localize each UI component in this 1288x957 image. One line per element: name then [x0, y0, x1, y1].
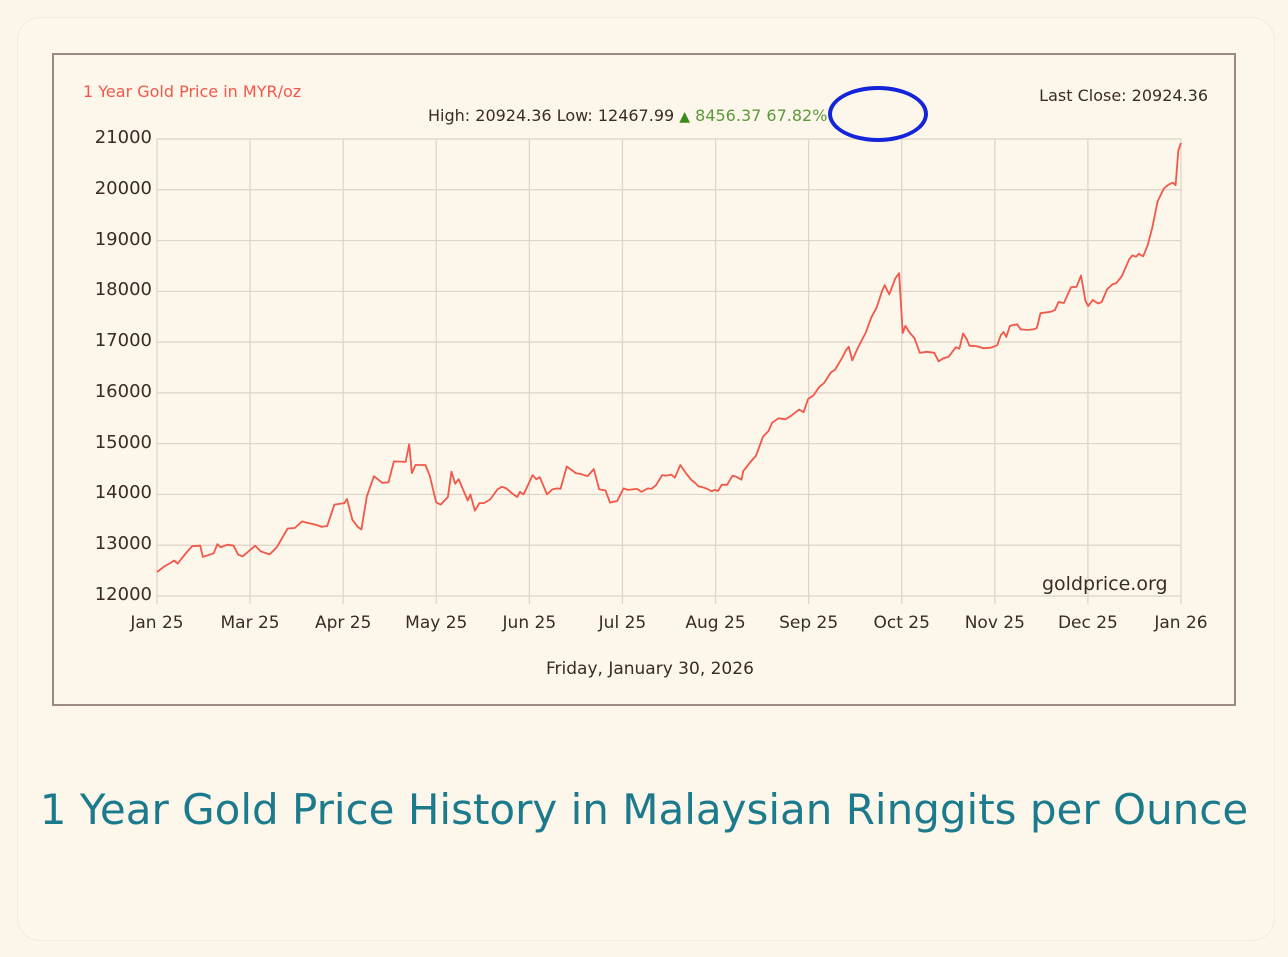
y-tick-label: 14000 — [94, 482, 152, 504]
highlight-circle-annotation — [828, 86, 928, 142]
x-tick-label: Jan 26 — [1154, 613, 1208, 633]
x-tick-label: Nov 25 — [964, 613, 1025, 633]
x-tick-label: Apr 25 — [314, 613, 372, 633]
last-close: Last Close: 20924.36 — [1039, 86, 1208, 105]
x-tick-label: Oct 25 — [873, 613, 930, 633]
chart-caption: 1 Year Gold Price History in Malaysian R… — [39, 785, 1249, 834]
chart-frame — [52, 53, 1236, 706]
price-line — [156, 142, 1182, 573]
chart-title: 1 Year Gold Price in MYR/oz — [83, 82, 302, 101]
last-close-label: Last Close: — [1039, 86, 1127, 105]
watermark: goldprice.org — [1042, 573, 1168, 595]
x-tick-label: Mar 25 — [220, 613, 280, 633]
y-tick-label: 17000 — [94, 330, 152, 352]
y-tick-label: 20000 — [94, 177, 152, 199]
x-tick-label: Dec 25 — [1057, 613, 1118, 633]
high-value: 20924.36 — [475, 106, 552, 125]
y-tick-label: 12000 — [94, 584, 152, 605]
y-tick-label: 21000 — [94, 127, 152, 148]
change-value: 8456.37 — [695, 106, 762, 125]
last-close-value: 20924.36 — [1131, 86, 1208, 105]
x-tick-label: Sep 25 — [779, 613, 839, 633]
x-tick-label: Aug 25 — [685, 613, 746, 633]
x-tick-label: Jun 25 — [502, 613, 557, 633]
low-label: Low: — [556, 106, 593, 125]
y-tick-label: 13000 — [94, 533, 152, 555]
x-tick-label: May 25 — [405, 613, 468, 633]
x-tick-label: Jul 25 — [598, 613, 647, 633]
up-arrow-icon: ▲ — [679, 109, 691, 125]
price-stats: High: 20924.36 Low: 12467.99 ▲ 8456.37 6… — [428, 106, 827, 125]
x-tick-label: Jan 25 — [130, 613, 184, 633]
y-tick-label: 16000 — [94, 380, 152, 402]
y-tick-label: 19000 — [94, 228, 152, 250]
low-value: 12467.99 — [597, 106, 675, 125]
y-tick-label: 18000 — [94, 279, 152, 301]
change-percent: 67.82% — [766, 106, 828, 125]
date-label: Friday, January 30, 2026 — [546, 659, 754, 679]
high-label: High: — [428, 106, 471, 125]
y-tick-label: 15000 — [94, 431, 152, 453]
